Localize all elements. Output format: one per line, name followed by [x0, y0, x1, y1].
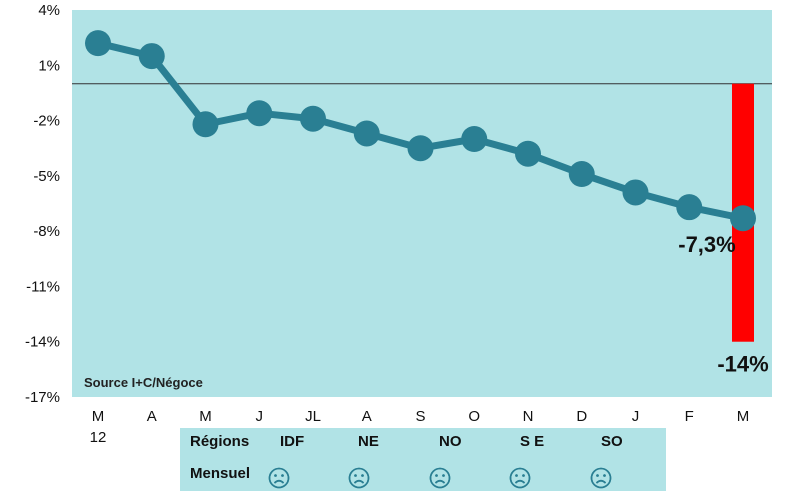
x-tick-label: F: [685, 408, 694, 425]
region-idf: IDF: [280, 433, 305, 450]
sad-face-icon: [268, 467, 290, 493]
regions-row-label: Régions: [190, 433, 250, 450]
sad-face-icon: [509, 467, 531, 493]
x-tick-label: S: [415, 408, 425, 425]
data-point: [353, 120, 380, 147]
x-tick-label: M: [737, 408, 750, 425]
y-tick-label: 4%: [38, 2, 60, 19]
data-point: [407, 135, 434, 162]
data-point: [138, 43, 165, 70]
plot-area: [72, 10, 772, 397]
regions-row: Régions IDF NE NO S E SO: [180, 428, 666, 456]
x-tick-label: N: [523, 408, 534, 425]
sad-face-icon: [429, 467, 451, 493]
monthly-row-label: Mensuel: [190, 465, 251, 482]
x-tick-label: M: [199, 408, 212, 425]
x-tick-label: A: [362, 408, 372, 425]
x-tick-label: A: [147, 408, 157, 425]
data-point: [300, 105, 326, 132]
x-tick-label: J: [256, 408, 264, 425]
annotation-last-value: -7,3%: [678, 232, 735, 257]
y-tick-label: -2%: [33, 113, 60, 130]
x-tick-label: O: [468, 408, 480, 425]
x-tick-label: JL: [305, 408, 321, 425]
region-ne: NE: [358, 433, 379, 450]
data-point: [730, 205, 756, 232]
data-point: [568, 161, 595, 188]
x-tick-label: D: [576, 408, 587, 425]
y-tick-label: 1%: [38, 57, 60, 74]
regions-table: Régions IDF NE NO S E SO Mensuel: [180, 428, 666, 491]
y-tick-label: -5%: [33, 168, 60, 185]
data-point: [461, 126, 488, 152]
data-point: [622, 179, 649, 206]
region-se: S E: [520, 433, 545, 450]
data-point: [515, 140, 541, 167]
x-tick-label: J: [632, 408, 640, 425]
data-point: [85, 30, 111, 57]
y-tick-label: -11%: [26, 278, 60, 295]
y-tick-label: -17%: [25, 389, 60, 406]
sad-face-icon: [348, 467, 370, 493]
y-tick-label: -14%: [25, 334, 60, 351]
x-tick-sublabel: 12: [90, 429, 107, 446]
annotation-bar-value: -14%: [717, 352, 768, 377]
region-so: SO: [601, 433, 623, 450]
data-point: [676, 194, 703, 221]
data-point: [246, 100, 273, 127]
monthly-row: Mensuel: [180, 460, 666, 489]
data-point: [192, 111, 219, 138]
sad-face-icon: [590, 467, 612, 493]
source-label: Source I+C/Négoce: [84, 375, 203, 390]
region-no: NO: [439, 433, 462, 450]
x-tick-label: M: [92, 408, 105, 425]
y-tick-label: -8%: [33, 223, 60, 240]
